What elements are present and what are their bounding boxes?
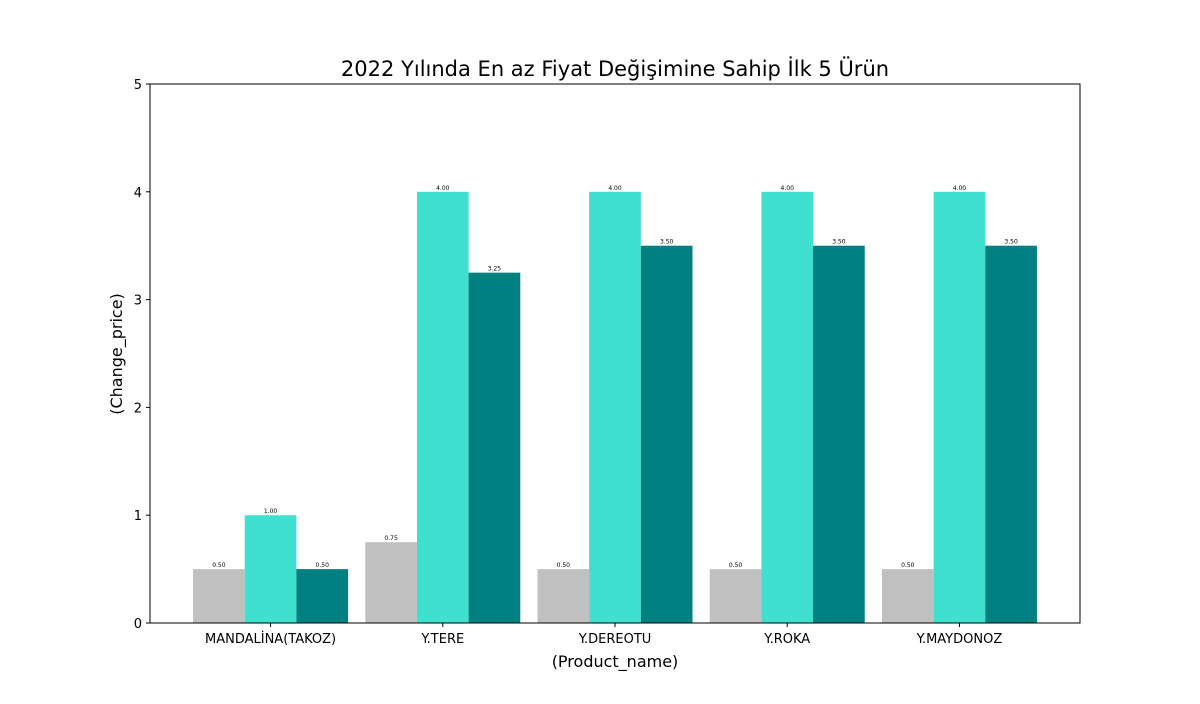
bar-value-label: 0.50 [557, 562, 571, 569]
bar-value-label: 4.00 [781, 185, 795, 192]
bar [709, 569, 762, 623]
bar-value-label: 4.00 [953, 185, 967, 192]
y-tick-label: 5 [134, 78, 142, 93]
bar-value-label: 1.00 [264, 508, 278, 515]
x-tick-label: Y.MAYDONOZ [916, 632, 1003, 647]
y-tick-label: 4 [134, 186, 142, 201]
bar-value-label: 0.75 [384, 535, 398, 542]
bar-value-label: 3.50 [660, 239, 674, 246]
bar [365, 542, 417, 623]
bar [881, 569, 934, 623]
x-tick-label: Y.TERE [420, 632, 464, 647]
y-tick-label: 0 [134, 617, 142, 632]
bar [416, 191, 469, 624]
bar-value-label: 0.50 [316, 562, 330, 569]
bar [985, 245, 1037, 623]
bar-value-label: 3.50 [832, 239, 846, 246]
bar-value-label: 0.50 [901, 562, 915, 569]
bar [244, 515, 297, 623]
x-axis-label: (Product_name) [552, 652, 679, 672]
y-tick-label: 3 [134, 294, 142, 309]
bar [193, 569, 245, 623]
bar [537, 569, 590, 623]
x-tick-label: MANDALİNA(TAKOZ) [205, 631, 336, 647]
y-tick-label: 2 [134, 401, 142, 416]
bar [589, 191, 641, 624]
bar [296, 569, 349, 623]
x-tick-label: Y.ROKA [763, 632, 810, 647]
bar [468, 272, 521, 623]
y-axis-label: (Change_price) [107, 293, 127, 415]
bar-value-label: 4.00 [436, 185, 450, 192]
y-tick-label: 1 [134, 509, 142, 524]
bar-value-label: 3.50 [1004, 239, 1018, 246]
bar-value-label: 0.50 [729, 562, 743, 569]
bar [640, 245, 693, 623]
bar-value-label: 0.50 [212, 562, 226, 569]
bar [761, 191, 814, 624]
bar-value-label: 3.25 [488, 266, 502, 273]
bar [813, 245, 865, 623]
bar [933, 191, 986, 624]
bar-value-label: 4.00 [608, 185, 622, 192]
chart-title: 2022 Yılında En az Fiyat Değişimine Sahi… [341, 56, 889, 81]
x-tick-label: Y.DEREOTU [578, 632, 652, 647]
